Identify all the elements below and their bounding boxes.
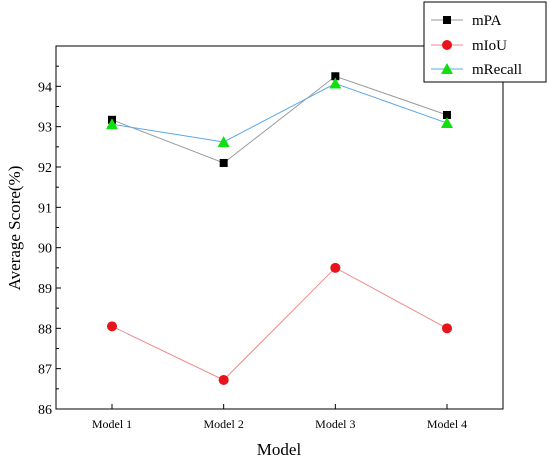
series-line-mrecall xyxy=(111,82,448,143)
data-point-mrecall xyxy=(329,77,342,89)
plot-frame xyxy=(55,45,504,410)
data-point-mpa xyxy=(331,72,340,81)
legend-item-mpa: mPA xyxy=(431,13,502,29)
x-tick-label: Model 3 xyxy=(315,417,355,431)
legend-circle-icon xyxy=(442,40,452,50)
y-axis-label: Average Score(%) xyxy=(5,166,24,291)
y-tick-label: 93 xyxy=(38,121,52,136)
y-tick-label: 89 xyxy=(38,282,52,297)
y-tick-label: 86 xyxy=(38,403,52,418)
legend-square-icon xyxy=(443,16,451,24)
x-tick-label: Model 4 xyxy=(427,417,467,431)
x-tick-label: Model 1 xyxy=(92,417,132,431)
legend-label-mpa: mPA xyxy=(472,13,502,29)
data-point-mrecall xyxy=(217,135,230,147)
y-tick-label: 91 xyxy=(38,201,52,216)
series-markers xyxy=(106,72,453,385)
data-point-mpa xyxy=(443,110,451,119)
data-point-miou xyxy=(442,323,452,334)
legend-triangle-icon xyxy=(441,63,453,74)
legend-item-miou: mIoU xyxy=(431,38,507,54)
data-point-miou xyxy=(218,374,229,385)
legend: mPA mIoU mRecall xyxy=(423,1,547,83)
x-tick-label: Model 2 xyxy=(203,417,243,431)
legend-label-mrecall: mRecall xyxy=(472,62,522,78)
series-line-mpa xyxy=(111,75,448,164)
y-tick-label: 87 xyxy=(38,363,52,378)
data-point-mrecall xyxy=(106,118,118,130)
y-tick-label: 92 xyxy=(38,161,52,176)
data-point-miou xyxy=(330,262,341,273)
data-point-mpa xyxy=(219,158,228,167)
legend-label-miou: mIoU xyxy=(472,38,507,54)
x-axis-label: Model xyxy=(257,440,302,459)
series-lines xyxy=(111,75,448,381)
y-tick-label: 94 xyxy=(38,80,52,95)
data-point-miou xyxy=(107,321,117,332)
y-tick-label: 90 xyxy=(38,242,52,257)
data-point-mrecall xyxy=(441,117,453,129)
axes: 86 87 88 89 90 91 92 93 94 Model 1 Model 2 Model 3 M… xyxy=(38,65,467,431)
y-tick-label: 88 xyxy=(38,322,52,337)
series-line-miou xyxy=(111,267,448,381)
legend-item-mrecall: mRecall xyxy=(431,62,522,78)
